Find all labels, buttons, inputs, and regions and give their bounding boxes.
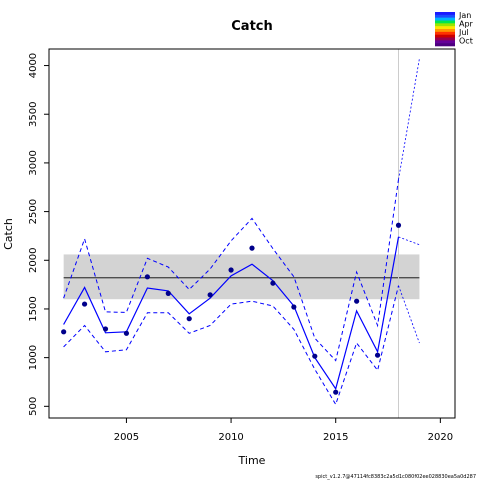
observed-point xyxy=(207,292,213,298)
upper-ci-line xyxy=(63,179,399,362)
observed-point xyxy=(291,304,297,310)
legend-swatch xyxy=(435,17,455,21)
chart-title: Catch xyxy=(231,19,273,34)
y-axis-label: Catch xyxy=(2,218,15,250)
x-tick-label: 2010 xyxy=(218,432,243,443)
observed-point xyxy=(186,316,192,322)
fitted-line xyxy=(63,236,400,391)
observed-point xyxy=(312,353,318,359)
y-axis: 500 1000 1500 2000 2500 3000 3500 4000 xyxy=(28,53,49,416)
x-tick-label: 2015 xyxy=(323,432,348,443)
reference-band xyxy=(63,254,420,300)
legend-label: Oct xyxy=(459,37,473,46)
plot-frame xyxy=(48,48,456,419)
legend-label: Apr xyxy=(459,20,474,29)
x-tick-label: 2020 xyxy=(428,432,453,443)
observed-point xyxy=(102,326,109,332)
y-tick-label: 4000 xyxy=(28,53,39,78)
observed-point xyxy=(144,274,150,280)
legend-swatch xyxy=(435,26,455,30)
y-tick-label: 500 xyxy=(28,397,39,416)
legend-swatch xyxy=(435,20,455,24)
forecast-line xyxy=(398,236,420,246)
observed-point xyxy=(165,290,171,296)
legend-swatch xyxy=(435,40,455,44)
y-tick-label: 1000 xyxy=(28,345,39,370)
y-tick-label: 3000 xyxy=(28,150,39,175)
forecast-upper-line xyxy=(398,58,420,180)
y-tick-label: 1500 xyxy=(28,296,39,321)
observed-point xyxy=(123,330,130,336)
legend-swatch xyxy=(435,14,455,18)
legend-swatch xyxy=(435,31,455,35)
plot-area xyxy=(61,49,420,418)
x-axis: 2005 2010 2015 2020 xyxy=(114,418,453,443)
observed-point xyxy=(354,298,360,304)
legend-swatch xyxy=(435,29,455,33)
legend-swatch xyxy=(435,37,455,41)
legend-label: Jan xyxy=(458,11,471,20)
legend-swatch xyxy=(435,34,455,38)
legend-swatch xyxy=(435,23,455,27)
x-tick-label: 2005 xyxy=(114,432,139,443)
observed-point xyxy=(395,222,402,228)
legend-swatch xyxy=(435,43,455,47)
observed-point xyxy=(270,280,276,286)
y-tick-label: 2000 xyxy=(28,248,39,273)
observed-point xyxy=(61,329,67,335)
y-tick-label: 3500 xyxy=(28,102,39,127)
legend-label: Jul xyxy=(458,28,469,37)
observed-point xyxy=(333,389,339,395)
observed-point xyxy=(228,267,234,273)
footer-text: spict_v1.2.7@47114fc8383c2a5d1c080f02ee0… xyxy=(315,474,476,480)
legend-swatch xyxy=(435,12,455,16)
y-tick-label: 2500 xyxy=(28,199,39,224)
x-axis-label: Time xyxy=(238,454,266,467)
observed-point xyxy=(81,301,88,307)
observed-point xyxy=(249,245,255,251)
observed-point xyxy=(374,352,381,358)
lower-ci-line xyxy=(63,285,399,406)
